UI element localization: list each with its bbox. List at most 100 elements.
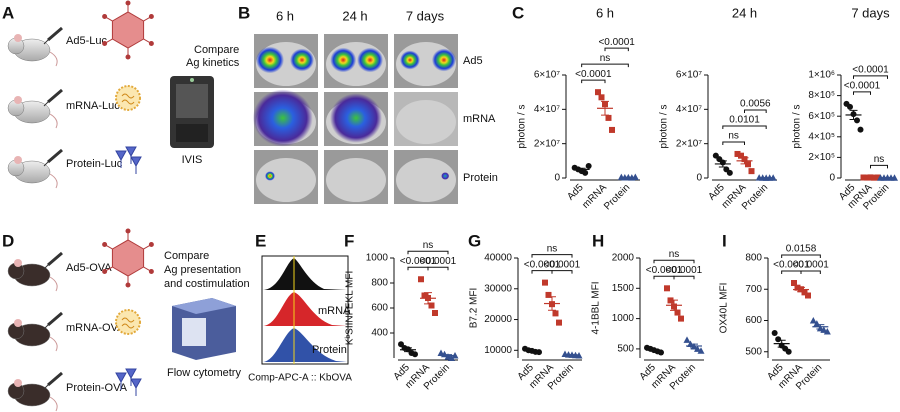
p-value-label: <0.0001 [773, 260, 810, 271]
p-value-label: <0.0001 [844, 80, 881, 91]
data-point [791, 280, 797, 286]
needle [43, 161, 49, 167]
chart-title: 7 days [851, 5, 890, 20]
y-tick-label: 1000 [612, 313, 635, 324]
protein-shape [130, 156, 142, 174]
data-point [678, 315, 684, 322]
protein-shape [115, 372, 127, 390]
panel-letter: I [722, 231, 727, 250]
flow-cytometer [172, 298, 236, 360]
data-point [726, 169, 733, 176]
lnp-shell [115, 85, 141, 111]
y-tick-label: 2×10⁵ [808, 152, 835, 163]
y-tick-label: 10000 [484, 345, 512, 356]
y-tick-label: 4×10⁷ [534, 104, 561, 115]
significance-bracket [870, 164, 888, 169]
data-point [738, 152, 744, 159]
data-point [605, 114, 612, 121]
lnp-icon [115, 85, 141, 111]
knob [148, 41, 154, 46]
significance-bracket [581, 79, 606, 84]
p-value-label: <0.0001 [575, 69, 612, 80]
adenovirus-icon [102, 228, 154, 288]
instrument-label: IVIS [182, 154, 203, 166]
caption: Compare [194, 44, 239, 56]
significance-bracket [673, 275, 695, 280]
data-point [805, 292, 811, 299]
protein-shape [130, 378, 142, 396]
p-value-label: <0.0001 [524, 259, 561, 270]
p-value-label: <0.0001 [646, 265, 683, 276]
y-tick-label: 6×10⁷ [676, 70, 703, 81]
data-point [664, 285, 670, 292]
significance-bracket [722, 125, 767, 129]
y-tick-label: 0 [829, 173, 835, 184]
p-value-label: 0.0158 [786, 244, 817, 255]
protein-shape [115, 150, 127, 168]
timepoint-label: 7 days [406, 8, 445, 23]
knob [125, 0, 131, 6]
p-value-label: <0.0001 [852, 64, 889, 75]
data-point [585, 162, 592, 169]
y-axis-label: photon / s [517, 105, 528, 149]
data-point [412, 351, 418, 358]
panel-letter: C [512, 3, 524, 22]
p-value-label: ns [874, 154, 885, 165]
y-tick-label: 400 [371, 328, 388, 339]
histogram-ad5 [263, 258, 347, 290]
data-point [432, 310, 438, 316]
histogram-mrna [263, 292, 347, 326]
row-label: mRNA [463, 113, 496, 125]
signal-blob [400, 50, 420, 70]
mouse-hindquarters [326, 158, 386, 202]
panel-letter: A [2, 3, 14, 22]
data-point [674, 309, 681, 316]
data-point [854, 117, 860, 124]
p-value-label: <0.0001 [792, 260, 829, 271]
p-value-label: ns [600, 53, 611, 64]
syringe [47, 251, 63, 267]
mrna-strand [121, 93, 135, 105]
significance-bracket [604, 47, 629, 52]
p-value-label: 0.0056 [740, 99, 771, 110]
data-point [734, 150, 741, 157]
data-point [556, 319, 562, 326]
knob [102, 269, 108, 274]
mouse-ear [14, 96, 22, 104]
instrument-label: Flow cytometry [167, 367, 241, 379]
y-tick-label: 6×10⁵ [808, 111, 835, 122]
caption: Compare [164, 250, 209, 262]
y-tick-label: 1000 [366, 253, 389, 264]
mouse-ear [14, 34, 22, 42]
mouse-tail [49, 113, 58, 129]
p-value-label: <0.0001 [598, 37, 635, 48]
error-bar [740, 157, 749, 165]
y-tick-label: 1500 [612, 283, 635, 294]
y-tick-label: 40000 [484, 253, 512, 264]
y-tick-label: 500 [745, 346, 762, 357]
data-point [683, 336, 691, 343]
y-tick-label: 8×10⁵ [808, 90, 835, 101]
data-point [398, 341, 404, 348]
knob [102, 242, 108, 247]
capsid [111, 11, 145, 49]
p-value-label: ns [669, 249, 680, 260]
y-tick-label: 1×10⁶ [808, 70, 835, 81]
group-label: Protein-Luc [66, 158, 123, 170]
lnp-icon [115, 309, 141, 335]
significance-bracket [653, 275, 675, 280]
data-point [697, 347, 705, 354]
mouse-icon [7, 311, 63, 352]
p-value-label: <0.0001 [544, 259, 581, 270]
mouse-tail [49, 51, 58, 67]
chart-title: 6 h [596, 5, 614, 20]
signal-blob [290, 48, 314, 72]
data-point [536, 349, 542, 356]
error-bar [528, 349, 536, 352]
knob [125, 282, 131, 288]
chart-title: 24 h [732, 5, 757, 20]
syringe [47, 371, 63, 387]
data-point [775, 336, 782, 343]
adenovirus-icon [102, 0, 154, 60]
